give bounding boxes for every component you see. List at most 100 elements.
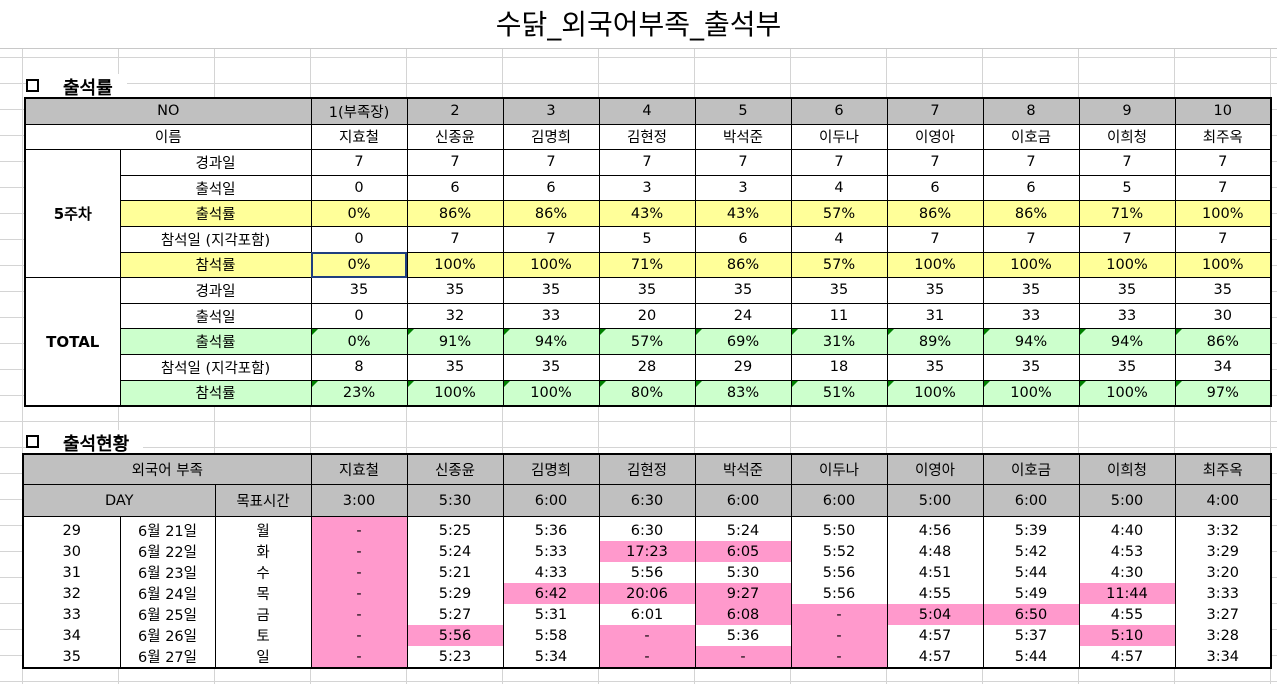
time-cell[interactable]: 4:33	[502, 562, 600, 583]
member-name-cell[interactable]: 박석준	[694, 123, 792, 151]
stat-value-cell[interactable]: 4	[790, 225, 888, 253]
stat-value-cell[interactable]: 31	[886, 302, 984, 330]
stat-value-cell[interactable]: 100%	[1078, 379, 1176, 407]
date-cell[interactable]: 6월 26일	[119, 625, 216, 646]
stat-value-cell[interactable]: 100%	[1174, 200, 1272, 227]
stat-value-cell[interactable]: 5	[598, 225, 696, 253]
member-number-cell[interactable]: 7	[886, 97, 984, 125]
stat-value-cell[interactable]: 35	[406, 277, 504, 304]
stat-value-cell[interactable]: 8	[310, 353, 408, 381]
stat-value-cell[interactable]: 0	[310, 174, 408, 202]
stat-label-cell[interactable]: 출석률	[119, 200, 312, 227]
stat-value-cell[interactable]: 29	[694, 353, 792, 381]
stat-value-cell[interactable]: 100%	[502, 251, 600, 279]
stat-value-cell[interactable]: 57%	[598, 328, 696, 355]
stat-value-cell[interactable]: 35	[886, 353, 984, 381]
member-number-cell[interactable]: 1(부족장)	[310, 97, 408, 125]
stat-value-cell[interactable]: 35	[982, 353, 1080, 381]
time-cell[interactable]: 4:55	[886, 583, 984, 604]
time-cell[interactable]: 4:55	[1078, 604, 1176, 625]
time-cell[interactable]: -	[310, 604, 408, 625]
time-cell[interactable]: -	[790, 646, 888, 668]
stat-value-cell[interactable]: 91%	[406, 328, 504, 355]
stat-label-cell[interactable]: 참석일 (지각포함)	[119, 353, 312, 381]
time-cell[interactable]: 20:06	[598, 583, 696, 604]
stat-value-cell[interactable]: 7	[502, 149, 600, 176]
stat-value-cell[interactable]: 7	[502, 225, 600, 253]
stat-value-cell[interactable]: 0%	[310, 251, 408, 279]
stat-value-cell[interactable]: 28	[598, 353, 696, 381]
time-cell[interactable]: 3:28	[1174, 625, 1272, 646]
stat-value-cell[interactable]: 7	[886, 225, 984, 253]
day-number-cell[interactable]: 30	[22, 541, 121, 562]
stat-value-cell[interactable]: 100%	[406, 251, 504, 279]
stat-value-cell[interactable]: 4	[790, 174, 888, 202]
status-member-name-cell[interactable]: 최주옥	[1174, 453, 1272, 485]
stat-value-cell[interactable]: 100%	[406, 379, 504, 407]
member-number-cell[interactable]: 3	[502, 97, 600, 125]
time-cell[interactable]: 3:20	[1174, 562, 1272, 583]
stat-value-cell[interactable]: 57%	[790, 200, 888, 227]
time-cell[interactable]: 5:25	[406, 516, 504, 541]
time-cell[interactable]: 5:10	[1078, 625, 1176, 646]
time-cell[interactable]: 5:36	[694, 625, 792, 646]
stat-label-cell[interactable]: 참석률	[119, 379, 312, 407]
target-time-cell[interactable]: 5:30	[406, 484, 504, 517]
date-cell[interactable]: 6월 21일	[119, 516, 216, 541]
stat-value-cell[interactable]: 35	[598, 277, 696, 304]
member-name-cell[interactable]: 지효철	[310, 123, 408, 151]
stat-value-cell[interactable]: 3	[598, 174, 696, 202]
date-cell[interactable]: 6월 23일	[119, 562, 216, 583]
time-cell[interactable]: 9:27	[694, 583, 792, 604]
stat-label-cell[interactable]: 출석률	[119, 328, 312, 355]
status-member-name-cell[interactable]: 이희청	[1078, 453, 1176, 485]
member-number-cell[interactable]: 8	[982, 97, 1080, 125]
stat-value-cell[interactable]: 94%	[502, 328, 600, 355]
stat-value-cell[interactable]: 33	[1078, 302, 1176, 330]
stat-value-cell[interactable]: 94%	[1078, 328, 1176, 355]
header-no-cell[interactable]: NO	[24, 97, 312, 125]
day-number-cell[interactable]: 33	[22, 604, 121, 625]
stat-value-cell[interactable]: 35	[502, 277, 600, 304]
member-number-cell[interactable]: 2	[406, 97, 504, 125]
time-cell[interactable]: 3:27	[1174, 604, 1272, 625]
time-cell[interactable]: 5:42	[982, 541, 1080, 562]
stat-value-cell[interactable]: 7	[982, 225, 1080, 253]
time-cell[interactable]: 5:29	[406, 583, 504, 604]
weekday-cell[interactable]: 일	[214, 646, 312, 668]
stat-value-cell[interactable]: 0%	[310, 328, 408, 355]
time-cell[interactable]: 5:30	[694, 562, 792, 583]
time-cell[interactable]: 5:37	[982, 625, 1080, 646]
date-cell[interactable]: 6월 24일	[119, 583, 216, 604]
member-name-cell[interactable]: 이영아	[886, 123, 984, 151]
time-cell[interactable]: 5:27	[406, 604, 504, 625]
stat-value-cell[interactable]: 0	[310, 302, 408, 330]
weekday-cell[interactable]: 월	[214, 516, 312, 541]
day-number-cell[interactable]: 34	[22, 625, 121, 646]
member-number-cell[interactable]: 5	[694, 97, 792, 125]
weekday-cell[interactable]: 수	[214, 562, 312, 583]
stat-value-cell[interactable]: 3	[694, 174, 792, 202]
stat-value-cell[interactable]: 33	[982, 302, 1080, 330]
stat-value-cell[interactable]: 43%	[598, 200, 696, 227]
time-cell[interactable]: 5:34	[502, 646, 600, 668]
group-label-cell[interactable]: 5주차	[24, 149, 121, 279]
stat-value-cell[interactable]: 7	[1174, 225, 1272, 253]
time-cell[interactable]: -	[790, 604, 888, 625]
stat-value-cell[interactable]: 33	[502, 302, 600, 330]
stat-value-cell[interactable]: 0%	[310, 200, 408, 227]
target-time-cell[interactable]: 5:00	[886, 484, 984, 517]
stat-value-cell[interactable]: 86%	[1174, 328, 1272, 355]
day-number-cell[interactable]: 35	[22, 646, 121, 668]
date-cell[interactable]: 6월 27일	[119, 646, 216, 668]
day-number-cell[interactable]: 31	[22, 562, 121, 583]
time-cell[interactable]: 6:05	[694, 541, 792, 562]
time-cell[interactable]: -	[310, 583, 408, 604]
status-member-name-cell[interactable]: 이호금	[982, 453, 1080, 485]
stat-value-cell[interactable]: 7	[598, 149, 696, 176]
time-cell[interactable]: 5:04	[886, 604, 984, 625]
time-cell[interactable]: 4:57	[886, 625, 984, 646]
time-cell[interactable]: 6:01	[598, 604, 696, 625]
time-cell[interactable]: 5:24	[694, 516, 792, 541]
member-name-cell[interactable]: 신종윤	[406, 123, 504, 151]
